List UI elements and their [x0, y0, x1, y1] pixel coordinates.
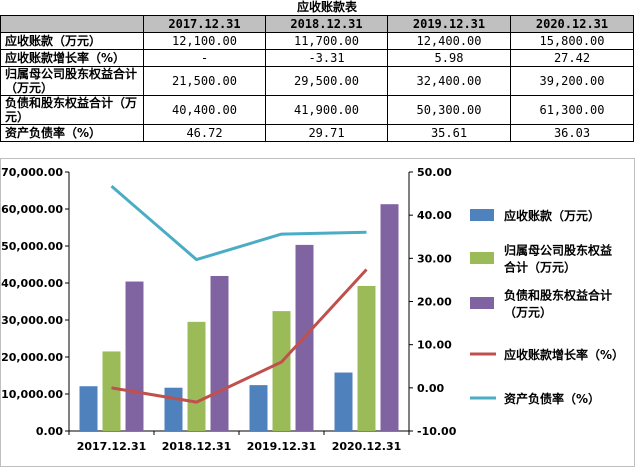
table-cell: 29,500.00 — [265, 66, 388, 96]
column-header: 2018.12.31 — [265, 15, 388, 33]
bar — [102, 351, 121, 431]
y-left-tick-label: 50,000.00 — [1, 240, 63, 253]
bar — [164, 387, 183, 431]
series-line — [111, 268, 368, 404]
table-row: 应收账款（万元） 12,100.00 11,700.00 12,400.00 1… — [0, 32, 634, 50]
bar — [210, 275, 229, 431]
table-row: 资产负债率（%） 46.72 29.71 35.61 36.03 — [0, 124, 634, 142]
table-title-cell — [511, 0, 634, 16]
column-header: 2020.12.31 — [510, 15, 634, 33]
x-tick-label: 2018.12.31 — [162, 440, 232, 453]
y-right-tick-label: 20.00 — [417, 296, 452, 309]
y-right-tick-label: 10.00 — [417, 339, 452, 352]
table-cell: 5.98 — [387, 49, 511, 67]
legend-swatch — [470, 297, 494, 309]
legend-label: 应收账款（万元） — [504, 208, 600, 223]
table-cell: 35.61 — [387, 124, 511, 142]
legend-swatch — [470, 209, 494, 221]
table-cell: 39,200.00 — [510, 66, 634, 96]
table-cell: 29.71 — [265, 124, 388, 142]
table-cell: 50,300.00 — [387, 95, 511, 125]
receivables-table: 应收账款表 2017.12.31 2018.12.31 2019.12.31 2… — [0, 0, 634, 142]
bar — [357, 285, 376, 431]
table-title-cell — [1, 0, 144, 16]
legend-label: 合计（万元） — [504, 260, 576, 275]
row-label: 应收账款增长率（%） — [0, 49, 144, 67]
table-cell: 41,900.00 — [265, 95, 388, 125]
table-cell: 32,400.00 — [387, 66, 511, 96]
y-left-tick-label: 0.00 — [36, 425, 63, 438]
table-cell: 15,800.00 — [510, 32, 634, 50]
bar — [125, 281, 144, 431]
bar — [380, 204, 399, 431]
bar — [79, 386, 98, 431]
y-left-tick-label: 40,000.00 — [1, 277, 63, 290]
table-cell: 12,400.00 — [387, 32, 511, 50]
table-row: 归属母公司股东权益合计（万元） 21,500.00 29,500.00 32,4… — [0, 66, 634, 96]
table-cell: 46.72 — [143, 124, 266, 142]
legend-label: 负债和股东权益合计 — [504, 288, 612, 303]
series-line — [110, 185, 367, 262]
table-cell: 11,700.00 — [265, 32, 388, 50]
legend-label: 应收账款增长率（%） — [504, 347, 624, 362]
y-left-tick-label: 20,000.00 — [1, 351, 63, 364]
legend-label: 资产负债率（%） — [504, 391, 600, 406]
column-header: 2017.12.31 — [143, 15, 266, 33]
bar — [249, 385, 268, 431]
row-label: 负债和股东权益合计（万元） — [0, 95, 144, 125]
bar — [272, 311, 291, 431]
x-tick-label: 2017.12.31 — [77, 440, 147, 453]
y-right-tick-label: 50.00 — [417, 166, 452, 179]
table-title: 应收账款表 — [296, 0, 357, 14]
table-cell: 61,300.00 — [510, 95, 634, 125]
table-cell: - — [143, 49, 266, 67]
y-right-tick-label: 0.00 — [417, 382, 444, 395]
y-right-tick-label: 30.00 — [417, 252, 452, 265]
y-right-tick-label: 40.00 — [417, 209, 452, 222]
table-row: 负债和股东权益合计（万元） 40,400.00 41,900.00 50,300… — [0, 95, 634, 125]
legend-label: （万元） — [504, 305, 552, 320]
header-blank-cell — [0, 15, 144, 33]
x-tick-label: 2020.12.31 — [332, 440, 402, 453]
table-cell: 27.42 — [510, 49, 634, 67]
x-tick-label: 2019.12.31 — [247, 440, 317, 453]
table-cell: 12,100.00 — [143, 32, 266, 50]
legend-swatch — [470, 252, 494, 264]
table-cell: 40,400.00 — [143, 95, 266, 125]
table-cell: 21,500.00 — [143, 66, 266, 96]
column-header: 2019.12.31 — [387, 15, 511, 33]
bar — [334, 372, 353, 431]
combo-chart: 0.00 10,000.00 20,000.00 30,000.00 40,000.00… — [0, 158, 636, 468]
y-left-tick-label: 70,000.00 — [1, 166, 63, 179]
table-cell: 36.03 — [510, 124, 634, 142]
y-left-tick-label: 30,000.00 — [1, 314, 63, 327]
table-cell: -3.31 — [265, 49, 388, 67]
chart-svg: 0.00 10,000.00 20,000.00 30,000.00 40,000.00… — [0, 158, 635, 467]
table-row: 应收账款增长率（%） - -3.31 5.98 27.42 — [0, 49, 634, 67]
y-left-tick-label: 10,000.00 — [1, 388, 63, 401]
receivables-table-section: 应收账款表 2017.12.31 2018.12.31 2019.12.31 2… — [0, 0, 636, 145]
y-right-tick-label: -10.00 — [417, 425, 457, 438]
row-label: 归属母公司股东权益合计（万元） — [0, 66, 144, 96]
row-label: 资产负债率（%） — [0, 124, 144, 142]
y-left-tick-label: 60,000.00 — [1, 203, 63, 216]
bar — [187, 321, 206, 431]
row-label: 应收账款（万元） — [0, 32, 144, 50]
legend-label: 归属母公司股东权益 — [504, 243, 612, 258]
